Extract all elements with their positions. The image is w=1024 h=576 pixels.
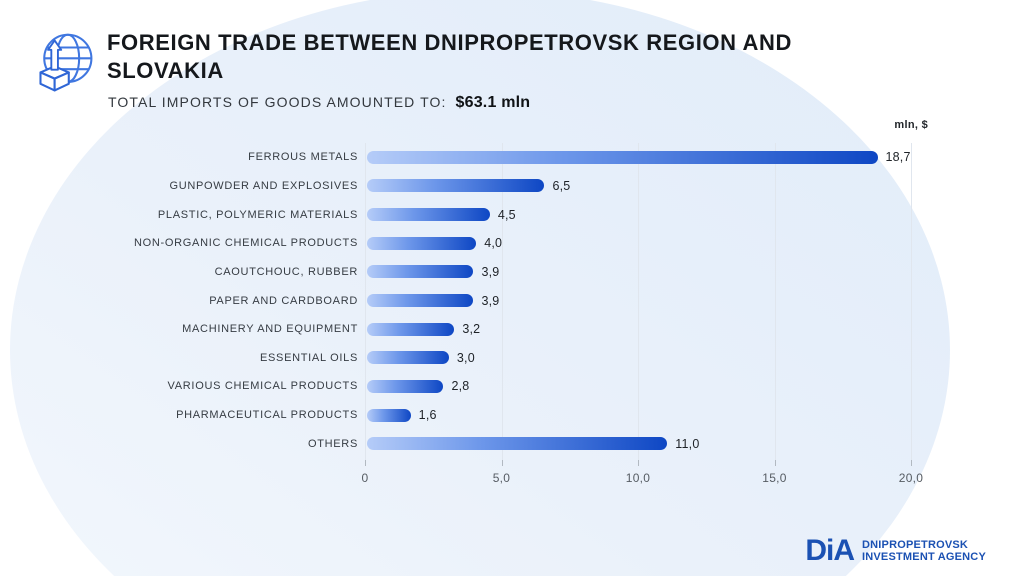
bar-value-label: 4,5: [497, 207, 516, 222]
bar-chart: FERROUS METALS 18,7 GUNPOWDER AND EXPLOSIV…: [0, 143, 1024, 460]
x-tick-mark: [501, 460, 503, 466]
gridline-15,0: [774, 143, 776, 460]
bar: [367, 150, 878, 164]
category-label: PAPER AND CARDBOARD: [209, 294, 358, 307]
bar: [367, 179, 545, 193]
chart-row: MACHINERY AND EQUIPMENT 3,2: [0, 315, 1024, 344]
chart-row: GUNPOWDER AND EXPLOSIVES 6,5: [0, 172, 1024, 201]
x-tick-mark: [638, 460, 639, 466]
gridline-0: [365, 143, 366, 460]
bar: [367, 379, 444, 393]
agency-logo-monogram: DiA: [805, 534, 855, 567]
bar-track: 3,9: [367, 264, 1024, 279]
bar-track: 2,8: [367, 379, 1024, 394]
chart-rows: FERROUS METALS 18,7 GUNPOWDER AND EXPLOSIV…: [0, 143, 1024, 458]
category-label: MACHINERY AND EQUIPMENT: [182, 323, 358, 336]
bar: [367, 408, 411, 422]
bar: [367, 322, 455, 336]
x-tick-label: 20,0: [898, 471, 924, 485]
agency-logo: DiA DNIPROPETROVSK INVESTMENT AGENCY: [805, 536, 986, 566]
chart-row: PHARMACEUTICAL PRODUCTS 1,6: [0, 401, 1024, 430]
bar: [367, 437, 668, 451]
category-label: FERROUS METALS: [248, 151, 358, 164]
category-label: CAOUTCHOUC, RUBBER: [214, 265, 358, 278]
subtitle: TOTAL IMPORTS OF GOODS AMOUNTED TO: $63.…: [108, 94, 530, 112]
bar: [367, 236, 477, 250]
x-tick-mark: [911, 460, 912, 466]
bar: [367, 294, 474, 308]
gridlines: [365, 143, 1024, 460]
category-label: NON-ORGANIC CHEMICAL PRODUCTS: [133, 237, 358, 250]
bar: [367, 265, 474, 279]
gridline-5,0: [501, 143, 503, 460]
bar-value-label: 3,0: [456, 350, 475, 365]
bar: [367, 208, 490, 222]
chart-row: OTHERS 11,0: [0, 429, 1024, 458]
chart-row: VARIOUS CHEMICAL PRODUCTS 2,8: [0, 372, 1024, 401]
bar-track: 3,9: [367, 293, 1024, 308]
agency-logo-text: DNIPROPETROVSK INVESTMENT AGENCY: [862, 539, 986, 563]
bar-value-label: 18,7: [885, 150, 911, 165]
category-label: PHARMACEUTICAL PRODUCTS: [176, 409, 358, 422]
x-tick-mark: [774, 460, 776, 466]
background-blob: [10, 0, 950, 576]
bar-value-label: 3,9: [481, 264, 500, 279]
category-label: GUNPOWDER AND EXPLOSIVES: [169, 179, 358, 192]
x-tick-label: 0: [361, 471, 369, 485]
bar-track: 11,0: [367, 436, 1024, 451]
bar-track: 1,6: [367, 408, 1024, 423]
globe-export-icon: [39, 33, 93, 92]
category-label: ESSENTIAL OILS: [259, 351, 358, 364]
x-tick-mark: [365, 460, 366, 466]
bar-track: 4,0: [367, 236, 1024, 251]
x-axis: 0 5,0 10,0 15,0 20,0: [361, 460, 1024, 500]
bar-value-label: 3,9: [481, 293, 500, 308]
x-tick-label: 15,0: [762, 471, 787, 485]
gridline-20,0: [911, 143, 912, 460]
x-tick-label: 5,0: [492, 471, 511, 485]
page-title: FOREIGN TRADE BETWEEN DNIPROPETROVSK REG…: [107, 30, 792, 83]
bar-value-label: 3,2: [462, 322, 481, 337]
bar-value-label: 2,8: [451, 379, 470, 394]
category-label: OTHERS: [307, 437, 358, 450]
subtitle-prefix: TOTAL IMPORTS OF GOODS AMOUNTED TO:: [108, 94, 447, 110]
chart-row: NON-ORGANIC CHEMICAL PRODUCTS 4,0: [0, 229, 1024, 258]
subtitle-value: $63.1 mln: [455, 94, 531, 111]
gridline-10,0: [638, 143, 639, 460]
bar-track: 3,0: [367, 350, 1024, 365]
bar-value-label: 6,5: [552, 178, 571, 193]
category-label: PLASTIC, POLYMERIC MATERIALS: [157, 208, 358, 221]
axis-unit-label: mln, $: [894, 119, 928, 131]
bar-track: 3,2: [367, 322, 1024, 337]
bar-value-label: 11,0: [675, 436, 700, 451]
bar: [367, 351, 449, 365]
agency-logo-line2: INVESTMENT AGENCY: [861, 551, 986, 563]
category-label: VARIOUS CHEMICAL PRODUCTS: [167, 380, 358, 393]
bar-track: 4,5: [367, 207, 1024, 222]
agency-logo-line1: DNIPROPETROVSK: [861, 539, 969, 551]
bar-track: 6,5: [367, 178, 1024, 193]
chart-row: FERROUS METALS 18,7: [0, 143, 1024, 172]
bar-track: 18,7: [367, 150, 1024, 165]
chart-row: PLASTIC, POLYMERIC MATERIALS 4,5: [0, 200, 1024, 229]
x-tick-label: 10,0: [625, 471, 651, 485]
bar-value-label: 4,0: [484, 236, 503, 251]
chart-row: CAOUTCHOUC, RUBBER 3,9: [0, 258, 1024, 287]
bar-value-label: 1,6: [418, 408, 437, 423]
chart-row: ESSENTIAL OILS 3,0: [0, 343, 1024, 372]
chart-row: PAPER AND CARDBOARD 3,9: [0, 286, 1024, 315]
